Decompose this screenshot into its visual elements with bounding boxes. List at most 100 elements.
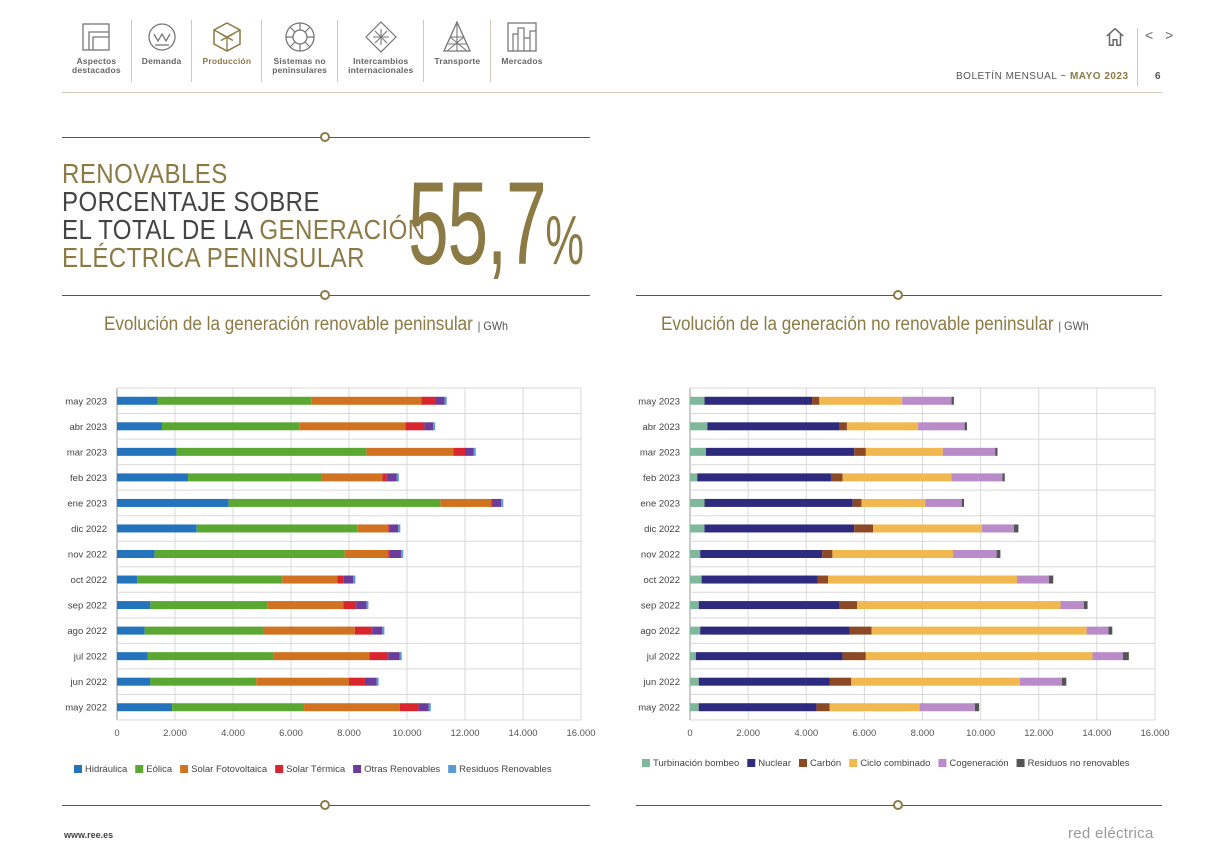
bar-segment-residuos-renovables [366, 601, 369, 610]
bar-segment-eólica [157, 396, 312, 405]
y-tick-label: may 2022 [65, 703, 107, 714]
bar-segment-hidráulica [117, 422, 162, 431]
bar-segment-eólica [150, 677, 257, 686]
x-tick-label: 16.000 [566, 728, 595, 739]
nav-item-2[interactable]: Producción [192, 20, 263, 82]
nav-item-3[interactable]: Sistemas no peninsulares [262, 20, 339, 82]
x-tick-label: 0 [114, 728, 119, 739]
bar-segment-hidráulica [117, 550, 155, 558]
bar-segment-hidráulica [117, 396, 158, 405]
y-tick-label: abr 2023 [69, 422, 107, 433]
bar-segment-otras-renovables [389, 524, 399, 533]
divider-dot [893, 800, 903, 810]
bar-segment-otras-renovables [492, 498, 502, 507]
chart-title-nonrenewable: Evolución de la generación no renovable … [661, 314, 1089, 335]
x-tick-label: 8.000 [337, 728, 361, 739]
bar-segment-otras-renovables [364, 677, 377, 686]
x-tick-label: 10.000 [392, 728, 421, 739]
bar-segment-solar-fotovoltaica [321, 473, 383, 482]
legend-label: Eólica [146, 764, 173, 775]
bar-segment-solar-fotovoltaica [282, 575, 338, 584]
nav-item-0[interactable]: Aspectos destacados [62, 20, 132, 82]
bar-segment-solar-térmica [343, 601, 357, 610]
bar-segment-solar-fotovoltaica [357, 524, 389, 533]
bar-segment-solar-fotovoltaica [263, 626, 355, 635]
x-tick-label: 2.000 [163, 728, 187, 739]
prev-next-arrows[interactable]: < > [1145, 27, 1178, 43]
headline-value-unit: % [545, 201, 584, 279]
divider-dot [893, 290, 903, 300]
header-rule [62, 92, 1162, 93]
bar-segment-eólica [196, 524, 358, 533]
bar-segment-residuos-renovables [433, 422, 436, 431]
bar-segment-solar-fotovoltaica [344, 550, 389, 558]
bar-segment-eólica [147, 652, 274, 661]
headline-line2: PORCENTAJE SOBRE [62, 186, 320, 217]
footer-url[interactable]: www.ree.es [64, 830, 114, 840]
nav-item-5[interactable]: Transporte [424, 20, 492, 82]
nav-label: Transporte [434, 56, 481, 66]
bar-segment-solar-fotovoltaica [256, 677, 349, 686]
bar-segment-solar-térmica [388, 524, 390, 533]
nav-label: Demanda [141, 56, 182, 66]
bar-segment-otras-renovables [436, 396, 445, 405]
y-tick-label: oct 2022 [71, 575, 107, 586]
page-number: 6 [1155, 71, 1161, 82]
x-tick-label: 6.000 [279, 728, 303, 739]
home-icon[interactable] [1104, 26, 1126, 48]
y-tick-label: ene 2023 [67, 498, 107, 509]
production-cube-icon [213, 22, 241, 52]
bar-segment-hidráulica [117, 498, 229, 507]
bar-segment-solar-fotovoltaica [299, 422, 406, 431]
bar-segment-eólica [172, 703, 305, 712]
section-nav: Aspectos destacados Demanda Producción Sist… [62, 20, 553, 82]
bar-segment-solar-fotovoltaica [440, 498, 492, 507]
bar-segment-solar-térmica [405, 422, 425, 431]
bar-segment-otras-renovables [418, 703, 429, 712]
bar-segment-hidráulica [117, 473, 189, 482]
headline-line4: ELÉCTRICA PENINSULAR [62, 242, 366, 273]
bar-segment-solar-térmica [491, 498, 493, 507]
bar-segment-solar-térmica [337, 575, 344, 584]
legend-label: Residuos Renovables [459, 764, 552, 775]
y-tick-label: feb 2023 [70, 473, 107, 484]
bar-segment-residuos-renovables [353, 575, 356, 584]
bar-segment-residuos-renovables [382, 626, 385, 635]
bar-segment-otras-renovables [424, 422, 434, 431]
folded-page-icon [82, 23, 111, 51]
market-bars-icon [507, 22, 537, 52]
bar-segment-eólica [161, 422, 300, 431]
bar-segment-eólica [154, 550, 345, 558]
bar-segment-residuos-renovables [398, 524, 401, 533]
bar-segment-hidráulica [117, 524, 197, 533]
bar-segment-hidráulica [117, 677, 151, 686]
bar-segment-otras-renovables [343, 575, 354, 584]
nav-item-1[interactable]: Demanda [132, 20, 193, 82]
nav-item-6[interactable]: Mercados [491, 20, 552, 82]
bar-segment-eólica [176, 447, 367, 456]
nav-item-4[interactable]: Intercambios internacionales [338, 20, 425, 82]
bar-segment-otras-renovables [465, 447, 474, 456]
bar-segment-hidráulica [117, 447, 177, 456]
bar-segment-residuos-renovables [473, 447, 476, 456]
bar-segment-solar-fotovoltaica [267, 601, 344, 610]
headline-value: 55,7% [408, 158, 584, 290]
nav-label: Aspectos destacados [72, 56, 121, 75]
y-tick-label: may 2023 [65, 396, 107, 407]
bar-segment-eólica [150, 601, 268, 610]
bulletin-label: BOLETÍN MENSUAL ~ MAYO 2023 [956, 71, 1129, 82]
y-tick-label: sep 2022 [68, 601, 107, 612]
bar-segment-solar-térmica [354, 626, 373, 635]
legend-label: Solar Fotovoltaica [191, 764, 268, 775]
bar-segment-otras-renovables [356, 601, 367, 610]
bar-segment-solar-fotovoltaica [273, 652, 370, 661]
legend-swatch [180, 765, 189, 773]
nav-label: Producción [202, 56, 252, 66]
y-tick-label: dic 2022 [71, 524, 107, 535]
bar-segment-residuos-renovables [501, 498, 504, 507]
x-tick-label: 4.000 [221, 728, 245, 739]
legend-swatch [135, 765, 144, 773]
bar-segment-residuos-renovables [376, 677, 379, 686]
legend-label: Hidráulica [85, 764, 128, 775]
bar-segment-solar-térmica [388, 550, 390, 558]
